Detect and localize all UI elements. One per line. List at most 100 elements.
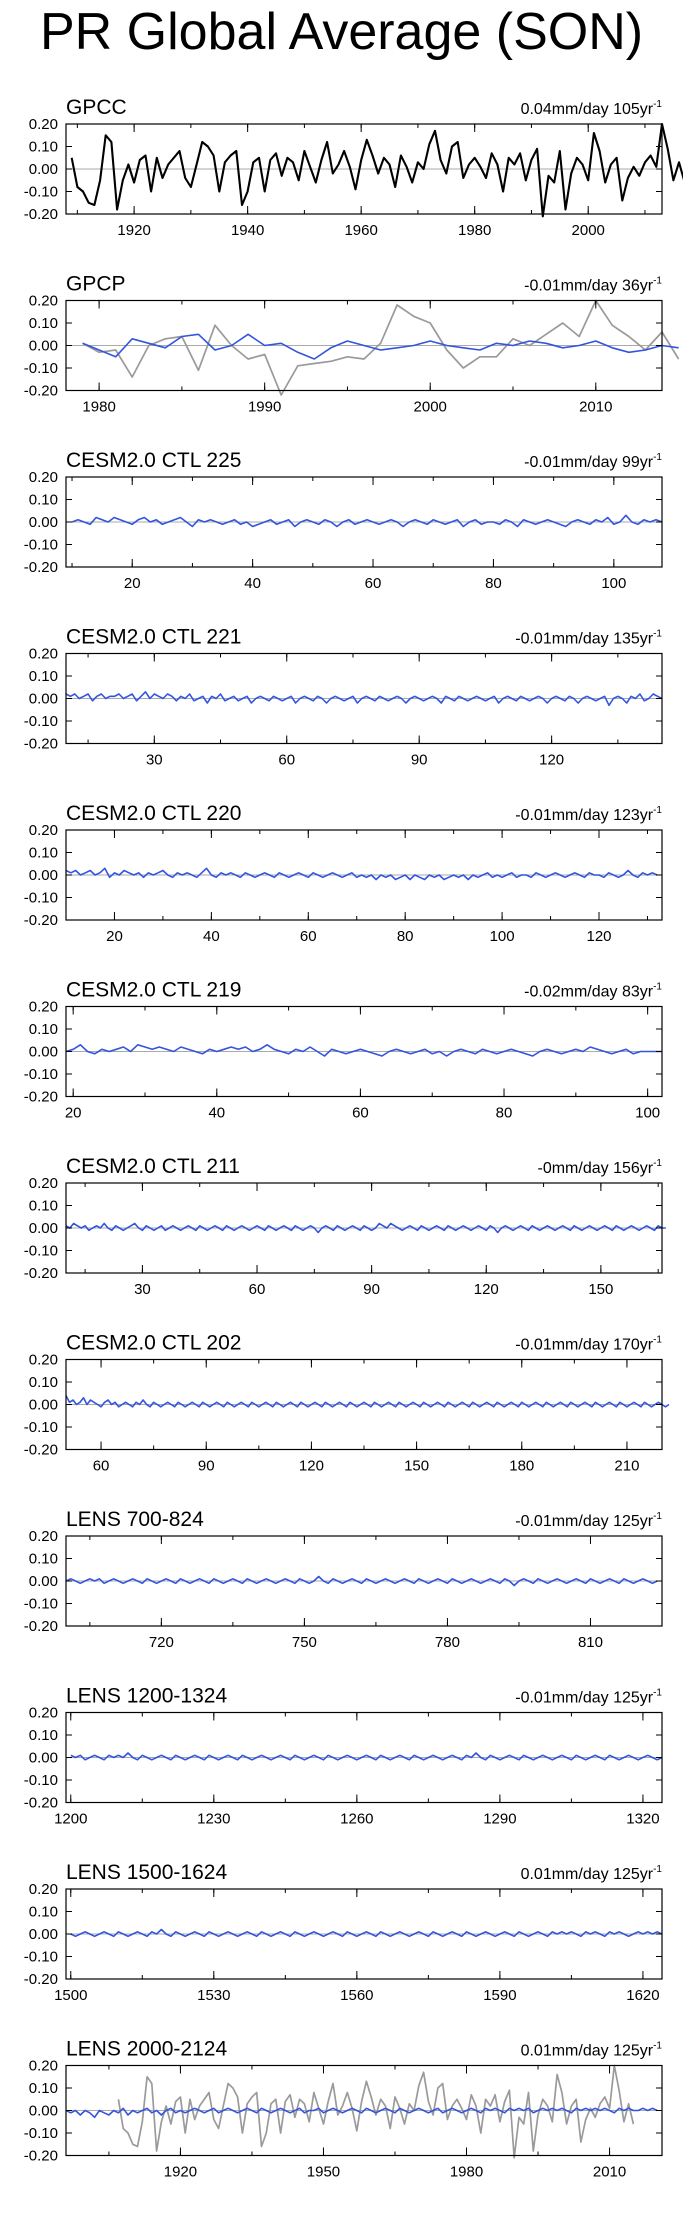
- y-tick-label: 0.10: [29, 139, 58, 156]
- x-tick-label: 20: [106, 928, 123, 945]
- x-tick-label: 2000: [414, 399, 447, 416]
- y-tick-label: 0.20: [29, 822, 58, 839]
- x-tick-label: 720: [149, 1634, 174, 1651]
- trend-unit-superscript: -1: [653, 629, 662, 640]
- trend-label: -0.01mm/day 99yr-1: [524, 452, 662, 471]
- x-tick-label: 1940: [231, 222, 264, 239]
- x-tick-label: 810: [578, 1634, 603, 1651]
- y-tick-label: -0.10: [24, 360, 58, 377]
- x-tick-label: 120: [539, 752, 564, 769]
- x-tick-label: 1560: [340, 1987, 373, 2004]
- x-tick-label: 100: [490, 928, 515, 945]
- y-tick-label: 0.20: [29, 999, 58, 1016]
- chart-panel: CESM2.0 CTL 221 -0.01mm/day 135yr-1 0.20 0.…: [24, 626, 663, 769]
- y-tick-label: -0.10: [24, 713, 58, 730]
- y-tick-label: 0.10: [29, 1374, 58, 1391]
- series-line-ensemble: [117, 2064, 635, 2159]
- y-tick-label: -0.10: [24, 2125, 58, 2142]
- y-tick-label: 0.00: [29, 514, 58, 531]
- trend-unit-superscript: -1: [653, 805, 662, 816]
- y-tick-label: 0.20: [29, 469, 58, 486]
- trend-label: 0.01mm/day 125yr-1: [521, 2041, 663, 2060]
- y-tick-label: 0.00: [29, 2103, 58, 2120]
- y-tick-label: -0.10: [24, 1596, 58, 1613]
- trend-unit-superscript: -1: [653, 1864, 662, 1875]
- series-line-model: [65, 1575, 658, 1587]
- x-tick-label: 100: [635, 1105, 660, 1122]
- x-tick-label: 100: [601, 575, 626, 592]
- x-tick-label: 40: [203, 928, 220, 945]
- x-tick-label: 120: [474, 1281, 499, 1298]
- trend-label: -0.01mm/day 135yr-1: [515, 629, 662, 648]
- panel-title: CESM2.0 CTL 225: [66, 449, 241, 472]
- panel-title: CESM2.0 CTL 202: [66, 1332, 241, 1355]
- y-tick-label: -0.20: [24, 2148, 58, 2165]
- y-tick-label: 0.20: [29, 1881, 58, 1898]
- y-tick-label: 0.10: [29, 1904, 58, 1921]
- panel-title: LENS 1500-1624: [66, 1861, 227, 1884]
- y-tick-label: 0.10: [29, 315, 58, 332]
- y-tick-label: -0.20: [24, 559, 58, 576]
- y-tick-label: -0.10: [24, 1243, 58, 1260]
- panel-title: LENS 2000-2124: [66, 2038, 227, 2061]
- x-tick-label: 150: [588, 1281, 613, 1298]
- x-tick-label: 1500: [54, 1987, 87, 2004]
- trend-unit-superscript: -1: [653, 1688, 662, 1699]
- y-tick-label: -0.20: [24, 912, 58, 929]
- trend-label: -0.02mm/day 83yr-1: [524, 982, 662, 1001]
- trend-unit-superscript: -1: [653, 1335, 662, 1346]
- y-tick-label: -0.20: [24, 1795, 58, 1812]
- chart-panel: CESM2.0 CTL 211 -0mm/day 156yr-1 0.20 0.10 0…: [24, 1155, 666, 1298]
- x-tick-label: 1920: [164, 2164, 197, 2181]
- x-tick-label: 1260: [340, 1811, 373, 1828]
- y-tick-label: -0.20: [24, 1442, 58, 1459]
- x-tick-label: 2000: [572, 222, 605, 239]
- y-tick-label: -0.10: [24, 537, 58, 554]
- trend-unit-superscript: -1: [653, 982, 662, 993]
- chart-panel: LENS 2000-2124 0.01mm/day 125yr-1 0.20 0.10…: [24, 2038, 663, 2181]
- series-line-model: [82, 333, 679, 360]
- x-tick-label: 210: [614, 1458, 639, 1475]
- x-tick-label: 60: [249, 1281, 266, 1298]
- y-tick-label: 0.00: [29, 1044, 58, 1061]
- x-tick-label: 1980: [82, 399, 115, 416]
- trend-label: 0.01mm/day 125yr-1: [521, 1864, 663, 1883]
- y-tick-label: -0.20: [24, 206, 58, 223]
- x-tick-label: 90: [363, 1281, 380, 1298]
- x-tick-label: 1200: [54, 1811, 87, 1828]
- y-tick-label: 0.00: [29, 691, 58, 708]
- y-tick-label: 0.10: [29, 668, 58, 685]
- page-title: PR Global Average (SON): [40, 3, 644, 61]
- y-tick-label: -0.10: [24, 1066, 58, 1083]
- panel-title: CESM2.0 CTL 220: [66, 802, 241, 825]
- panel-title: CESM2.0 CTL 211: [66, 1155, 240, 1178]
- chart-panel: CESM2.0 CTL 219 -0.02mm/day 83yr-1 0.20 0.1…: [24, 979, 663, 1122]
- y-tick-label: -0.20: [24, 1265, 58, 1282]
- y-tick-label: 0.00: [29, 1926, 58, 1943]
- x-tick-label: 60: [93, 1458, 110, 1475]
- y-tick-label: 0.00: [29, 1397, 58, 1414]
- chart-panel: CESM2.0 CTL 225 -0.01mm/day 99yr-1 0.20 0.1…: [24, 449, 663, 592]
- y-tick-label: -0.10: [24, 1772, 58, 1789]
- x-tick-label: 1920: [117, 222, 150, 239]
- chart-panel: CESM2.0 CTL 220 -0.01mm/day 123yr-1 0.20 0.…: [24, 802, 663, 945]
- x-tick-label: 60: [278, 752, 295, 769]
- panel-title: LENS 1200-1324: [66, 1685, 227, 1708]
- y-tick-label: 0.10: [29, 845, 58, 862]
- trend-label: 0.04mm/day 105yr-1: [521, 99, 663, 118]
- y-tick-label: 0.20: [29, 116, 58, 133]
- chart-panel: GPCP -0.01mm/day 36yr-1 0.20 0.10 0.00 -0.10 -…: [24, 273, 680, 416]
- y-tick-label: 0.00: [29, 1220, 58, 1237]
- y-tick-label: 0.00: [29, 1573, 58, 1590]
- trend-label: -0mm/day 156yr-1: [538, 1158, 663, 1177]
- x-tick-label: 2010: [579, 399, 612, 416]
- chart-panel: LENS 1500-1624 0.01mm/day 125yr-1 0.20 0.10…: [24, 1861, 663, 2004]
- trend-unit-superscript: -1: [653, 1511, 662, 1522]
- y-tick-label: 0.10: [29, 492, 58, 509]
- y-tick-label: 0.00: [29, 867, 58, 884]
- trend-unit-superscript: -1: [653, 1158, 662, 1169]
- trend-unit-superscript: -1: [653, 276, 662, 287]
- x-tick-label: 60: [365, 575, 382, 592]
- trend-label: -0.01mm/day 170yr-1: [515, 1335, 662, 1354]
- panel-title: CESM2.0 CTL 221: [66, 626, 241, 649]
